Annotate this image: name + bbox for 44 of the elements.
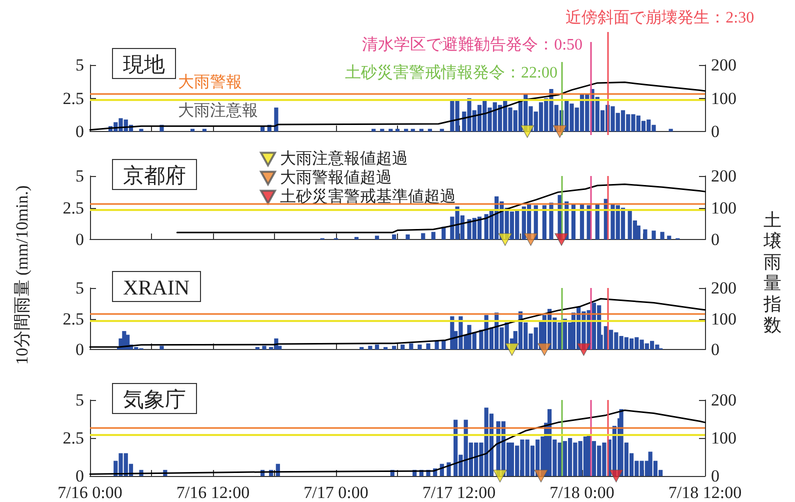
y2-tick-label: 100 xyxy=(711,428,736,448)
y-tick-label: 2.5 xyxy=(62,88,84,108)
x-tick-label: 7/16 0:00 xyxy=(58,483,122,502)
y-tick-label: 2.5 xyxy=(62,198,84,218)
y-tick-label: 2.5 xyxy=(62,428,84,448)
ref-line-label: 近傍斜面で崩壊発生：2:30 xyxy=(566,8,754,26)
legend-label: 大雨注意報値超過 xyxy=(280,150,408,168)
y2-axis-title: 土壌雨量指数 xyxy=(763,210,782,336)
y-tick-label: 0 xyxy=(76,122,84,141)
y2-tick-label: 100 xyxy=(711,198,736,218)
y2-tick-label: 0 xyxy=(711,340,720,359)
ref-line-label: 大雨警報 xyxy=(178,73,242,92)
chart-title: 現地 xyxy=(123,52,165,76)
y-tick-label: 0 xyxy=(76,230,84,249)
y-tick-label: 0 xyxy=(76,466,84,486)
chart-title: XRAIN xyxy=(123,276,190,300)
y2-tick-label: 0 xyxy=(711,122,720,141)
y2-tick-label: 200 xyxy=(711,56,736,74)
y-tick-label: 5 xyxy=(76,56,84,74)
y-tick-label: 5 xyxy=(76,166,84,186)
y-tick-label: 5 xyxy=(76,278,84,298)
y2-tick-label: 0 xyxy=(711,230,720,249)
ref-line-label: 大雨注意報 xyxy=(178,102,258,120)
x-tick-label: 7/17 12:00 xyxy=(422,483,496,502)
y-tick-label: 2.5 xyxy=(62,309,84,328)
legend-label: 大雨警報値超過 xyxy=(280,168,392,186)
x-tick-label: 7/18 0:00 xyxy=(550,483,614,502)
ref-line-label: 清水学区で避難勧告発令：0:50 xyxy=(362,36,583,54)
chart-title: 京都府 xyxy=(123,164,186,188)
legend-label: 土砂災害警戒基準値超過 xyxy=(280,188,456,206)
x-tick-label: 7/18 12:00 xyxy=(668,483,742,502)
y-axis-title: 10分間雨量 (mm/10min.) xyxy=(12,185,32,365)
ref-line-label: 土砂災害警戒情報発令：22:00 xyxy=(345,64,558,82)
y-tick-label: 0 xyxy=(76,340,84,359)
x-tick-label: 7/16 12:00 xyxy=(176,483,250,502)
y2-tick-label: 100 xyxy=(711,88,736,108)
y2-tick-label: 200 xyxy=(711,390,736,410)
y2-tick-label: 0 xyxy=(711,466,720,486)
x-tick-label: 7/17 0:00 xyxy=(304,483,368,502)
y2-tick-label: 100 xyxy=(711,309,736,328)
y2-tick-label: 200 xyxy=(711,278,736,298)
y2-tick-label: 200 xyxy=(711,166,736,186)
y-tick-label: 5 xyxy=(76,390,84,410)
chart-title: 気象庁 xyxy=(123,388,186,412)
